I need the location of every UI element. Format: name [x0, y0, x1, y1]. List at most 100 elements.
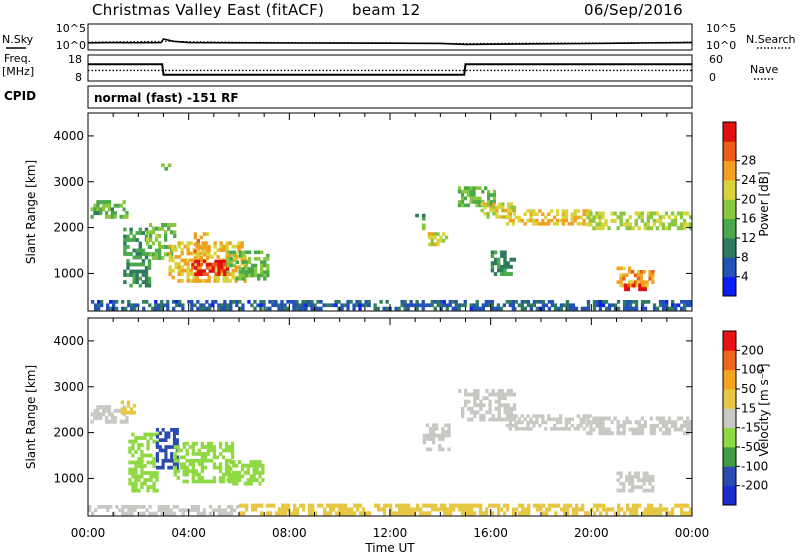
vel-cells-cell — [431, 433, 436, 438]
vel-cells-cell — [362, 511, 366, 516]
power-cells-cell — [199, 262, 204, 267]
power-cells-cell — [271, 300, 275, 304]
vel-cells-cell — [589, 431, 593, 436]
vel-cells-cell — [221, 448, 226, 453]
vel-cells-cell — [196, 511, 200, 516]
vel-cells-cell — [473, 396, 477, 401]
vel-cells-cell — [642, 481, 646, 486]
power-cells-cell — [160, 303, 164, 308]
vel-cells-cell — [497, 406, 501, 411]
power-cells-cell — [561, 212, 566, 216]
vel-cells-cell — [123, 410, 127, 415]
power-cells-cell — [121, 300, 125, 304]
power-cells-cell — [135, 269, 139, 274]
power-cells-cell — [613, 303, 618, 308]
vel-cells-cell — [211, 508, 216, 513]
power-cells-cell — [216, 248, 220, 252]
power-cells-cell — [589, 222, 593, 227]
vel-cells-cell — [96, 416, 100, 421]
vel-cells-cell — [661, 423, 666, 428]
vel-cells-cell — [112, 511, 116, 516]
vel-cells-cell — [258, 463, 262, 468]
power-cells-cell — [223, 303, 227, 308]
power-cells-cell — [565, 300, 570, 304]
vel-cells-cell — [173, 458, 177, 463]
vel-cells-cell — [575, 507, 579, 512]
power-cells-cell — [211, 266, 215, 270]
power-cells-cell — [639, 270, 643, 274]
vel-cells-cell — [254, 503, 258, 508]
power-cells-cell — [304, 306, 308, 311]
power-cells-cell — [243, 258, 247, 263]
vel-cells-cell — [160, 505, 164, 509]
velocity-tick-label: 15 — [741, 401, 756, 415]
time-tick-label: 00:00 — [71, 526, 106, 540]
power-cells-cell — [160, 306, 164, 311]
noise-series-group — [87, 38, 693, 46]
power-cells-cell — [107, 207, 112, 212]
vel-cells-cell — [555, 420, 560, 425]
power-cells-cell — [223, 306, 227, 311]
power-cells-cell — [177, 262, 181, 266]
power-cells-cell — [171, 268, 175, 273]
vel-cells-cell — [535, 417, 539, 421]
vel-cells-cell — [521, 511, 525, 516]
vel-cells-cell — [564, 420, 569, 425]
power-cells-cell — [189, 258, 193, 263]
vel-cells-cell — [239, 503, 243, 508]
vel-cells-cell — [444, 423, 448, 428]
power-cells-cell — [500, 250, 504, 255]
power-cells-cell — [640, 300, 645, 304]
vel-cells-cell — [386, 503, 390, 508]
power-cells-cell — [151, 241, 156, 246]
power-cells-cell — [622, 266, 626, 271]
power-cells-cell — [164, 230, 168, 235]
vel-cells-cell — [240, 467, 245, 472]
vel-cells-cell — [616, 488, 620, 493]
vel-cells-cell — [311, 511, 315, 516]
vel-cells-cell — [161, 462, 165, 467]
power-cells-cell — [561, 209, 566, 213]
power-cells-cell — [634, 300, 639, 304]
vel-cells-cell — [124, 505, 128, 509]
power-cells-cell — [235, 303, 239, 308]
power-cells-cell — [138, 252, 142, 256]
power-cells-cell — [274, 303, 278, 308]
vel-cells-cell — [647, 507, 651, 512]
vel-cells-cell — [617, 507, 621, 512]
vel-cells-cell — [509, 392, 513, 397]
vel-cells-cell — [425, 511, 429, 516]
power-cells-cell — [475, 196, 479, 201]
power-cells-cell — [520, 218, 524, 223]
power-cells-cell — [229, 260, 233, 264]
power-cells-cell — [673, 218, 678, 223]
power-cells-cell — [667, 215, 672, 220]
vel-cells-cell — [596, 507, 600, 512]
velocity-swatch — [723, 485, 736, 506]
vel-cells-cell — [166, 511, 170, 516]
power-cells-cell — [207, 255, 211, 259]
vel-cells-cell — [655, 423, 660, 428]
power-cells-cell — [196, 249, 200, 254]
vel-cells-cell — [679, 423, 684, 428]
power-tick-label: 4 — [741, 270, 749, 284]
vel-cells-cell — [500, 417, 504, 422]
vel-cells-cell — [485, 511, 489, 516]
vel-cells-cell — [494, 417, 498, 422]
power-cells-cell — [232, 300, 236, 304]
power-cells-cell — [240, 244, 244, 249]
vel-cells-cell — [134, 436, 138, 440]
power-cells-cell — [436, 303, 440, 308]
vel-cells-cell — [194, 452, 198, 456]
power-cells-cell — [154, 252, 159, 257]
vel-cells-cell — [601, 427, 605, 432]
power-cells-cell — [241, 260, 246, 264]
vel-cells-cell — [658, 420, 663, 425]
power-cells-cell — [493, 272, 498, 276]
power-cells-cell — [454, 300, 458, 304]
vel-cells-cell — [593, 503, 597, 508]
power-cells-cell — [570, 212, 574, 216]
vel-cells-cell — [482, 403, 486, 408]
vel-cells-cell — [251, 503, 255, 508]
vel-cells-cell — [447, 426, 451, 431]
